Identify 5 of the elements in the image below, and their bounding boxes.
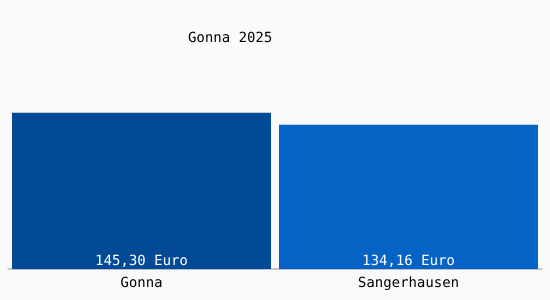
data-label: 134,16 Euro [362,252,455,269]
data-label: 145,30 Euro [95,252,188,269]
x-tick-label: Gonna [120,275,163,292]
chart-title: Gonna 2025 [188,30,272,46]
x-tick-label: Sangerhausen [358,275,460,292]
